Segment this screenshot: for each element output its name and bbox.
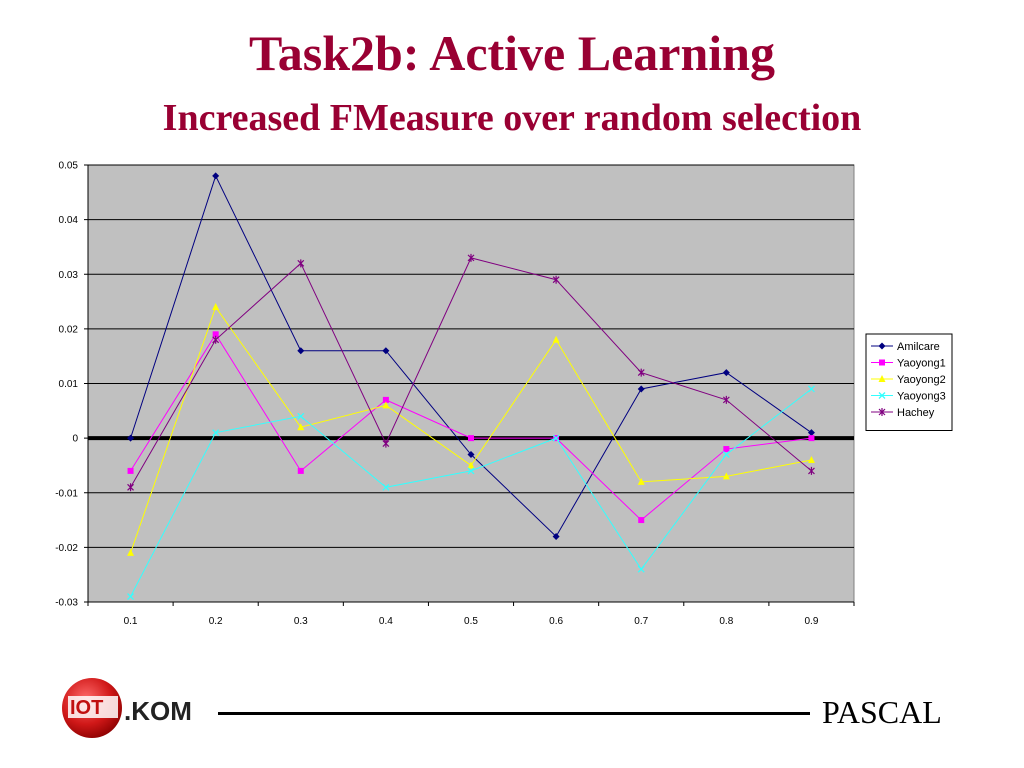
dotkom-logo: ΙΟΤ .KOM (62, 678, 192, 738)
legend: Amilcare Yaoyong1 Yaoyong2 Yaoyong3 Hachey (865, 333, 953, 431)
y-tick-label: -0.03 (55, 598, 78, 609)
series-group (127, 172, 815, 600)
data-point-amilcare (722, 369, 730, 377)
data-point-hachey (808, 466, 815, 475)
x-tick-label: 0.4 (379, 616, 393, 627)
data-point-hachey (297, 259, 305, 268)
data-point-hachey (127, 483, 134, 492)
data-point-amilcare (297, 347, 305, 355)
data-point-yaoyong3 (382, 483, 390, 491)
series-amilcare (127, 172, 815, 540)
y-tick-label: 0.03 (59, 270, 79, 281)
data-point-amilcare (552, 532, 560, 540)
data-point-yaoyong2 (552, 335, 560, 343)
data-point-hachey (467, 253, 475, 262)
data-point-hachey (637, 368, 645, 377)
x-tick-label: 0.9 (804, 616, 818, 627)
data-point-yaoyong2 (297, 423, 305, 431)
y-axis: 0.05 0.04 0.03 0.02 0.01 0 -0.01 -0.02 -0.03 (55, 161, 89, 609)
data-point-yaoyong2 (382, 401, 390, 409)
data-point-yaoyong1 (297, 467, 304, 474)
y-tick-label: -0.02 (55, 543, 78, 554)
y-tick-label: 0 (72, 434, 78, 445)
x-tick-label: 0.8 (719, 616, 733, 627)
x-tick-label: 0.3 (294, 616, 308, 627)
data-point-yaoyong3 (722, 451, 730, 458)
data-point-yaoyong1 (468, 435, 474, 442)
legend-marker-yaoyong1 (879, 359, 885, 366)
data-point-yaoyong1 (638, 517, 645, 524)
x-tick-label: 0.7 (634, 616, 648, 627)
data-point-yaoyong3 (127, 593, 135, 600)
slide-subtitle: Increased FMeasure over random selection (162, 97, 862, 139)
data-point-amilcare (212, 172, 220, 180)
data-point-yaoyong2 (467, 461, 475, 469)
data-point-hachey (722, 395, 730, 404)
y-tick-label: 0.01 (59, 379, 79, 390)
data-point-yaoyong3 (552, 434, 560, 442)
data-point-yaoyong2 (637, 477, 645, 485)
legend-label-yaoyong2: Yaoyong2 (897, 374, 946, 386)
svg-text:ΙΟΤ: ΙΟΤ (70, 697, 103, 719)
legend-marker-hachey (878, 408, 886, 416)
legend-marker-amilcare (878, 342, 886, 350)
data-point-yaoyong3 (297, 412, 305, 420)
data-point-hachey (212, 335, 220, 344)
x-tick-label: 0.2 (209, 616, 223, 627)
data-point-hachey (382, 439, 390, 448)
data-point-amilcare (127, 434, 135, 442)
data-point-yaoyong2 (212, 303, 220, 311)
plot-area (87, 164, 855, 603)
y-tick-label: 0.04 (59, 215, 79, 226)
legend-label-amilcare: Amilcare (897, 341, 940, 353)
x-tick-label: 0.5 (464, 616, 478, 627)
line-chart: 0.05 0.04 0.03 0.02 0.01 0 -0.01 -0.02 -0.03 0.1… (55, 161, 953, 627)
y-tick-label: 0.05 (59, 161, 79, 172)
data-point-yaoyong1 (212, 331, 219, 338)
y-tick-label: 0.02 (59, 324, 79, 335)
slide-title: Task2b: Active Learning (248, 25, 775, 81)
legend-marker-yaoyong2 (878, 375, 886, 382)
legend-label-yaoyong1: Yaoyong1 (897, 358, 946, 370)
data-point-yaoyong2 (127, 548, 135, 556)
legend-label-hachey: Hachey (897, 407, 935, 419)
data-point-amilcare (382, 347, 390, 355)
series-yaoyong2 (127, 303, 815, 556)
logo-text: .KOM (124, 696, 192, 726)
data-point-yaoyong2 (722, 472, 730, 480)
series-hachey (127, 253, 815, 492)
data-point-yaoyong1 (808, 435, 815, 442)
footer-pascal-label: PASCAL (822, 694, 942, 730)
data-point-yaoyong1 (382, 396, 389, 403)
data-point-yaoyong3 (467, 467, 475, 475)
data-point-yaoyong2 (807, 455, 815, 463)
x-axis: 0.1 0.2 0.3 0.4 0.5 0.6 0.7 0.8 0.9 (87, 601, 855, 627)
data-point-yaoyong3 (212, 429, 220, 437)
data-point-hachey (552, 275, 560, 284)
data-point-amilcare (807, 429, 815, 437)
legend-label-yaoyong3: Yaoyong3 (897, 391, 946, 403)
data-point-yaoyong3 (807, 385, 815, 393)
data-point-yaoyong1 (723, 446, 730, 453)
x-tick-label: 0.1 (124, 616, 138, 627)
footer-divider (218, 712, 810, 715)
data-point-amilcare (637, 385, 645, 393)
legend-marker-yaoyong3 (878, 392, 886, 399)
data-point-yaoyong3 (637, 565, 645, 573)
series-yaoyong3 (127, 385, 815, 600)
y-tick-label: -0.01 (55, 488, 78, 499)
data-point-amilcare (467, 451, 475, 459)
data-point-yaoyong1 (127, 467, 134, 474)
x-tick-label: 0.6 (549, 616, 563, 627)
